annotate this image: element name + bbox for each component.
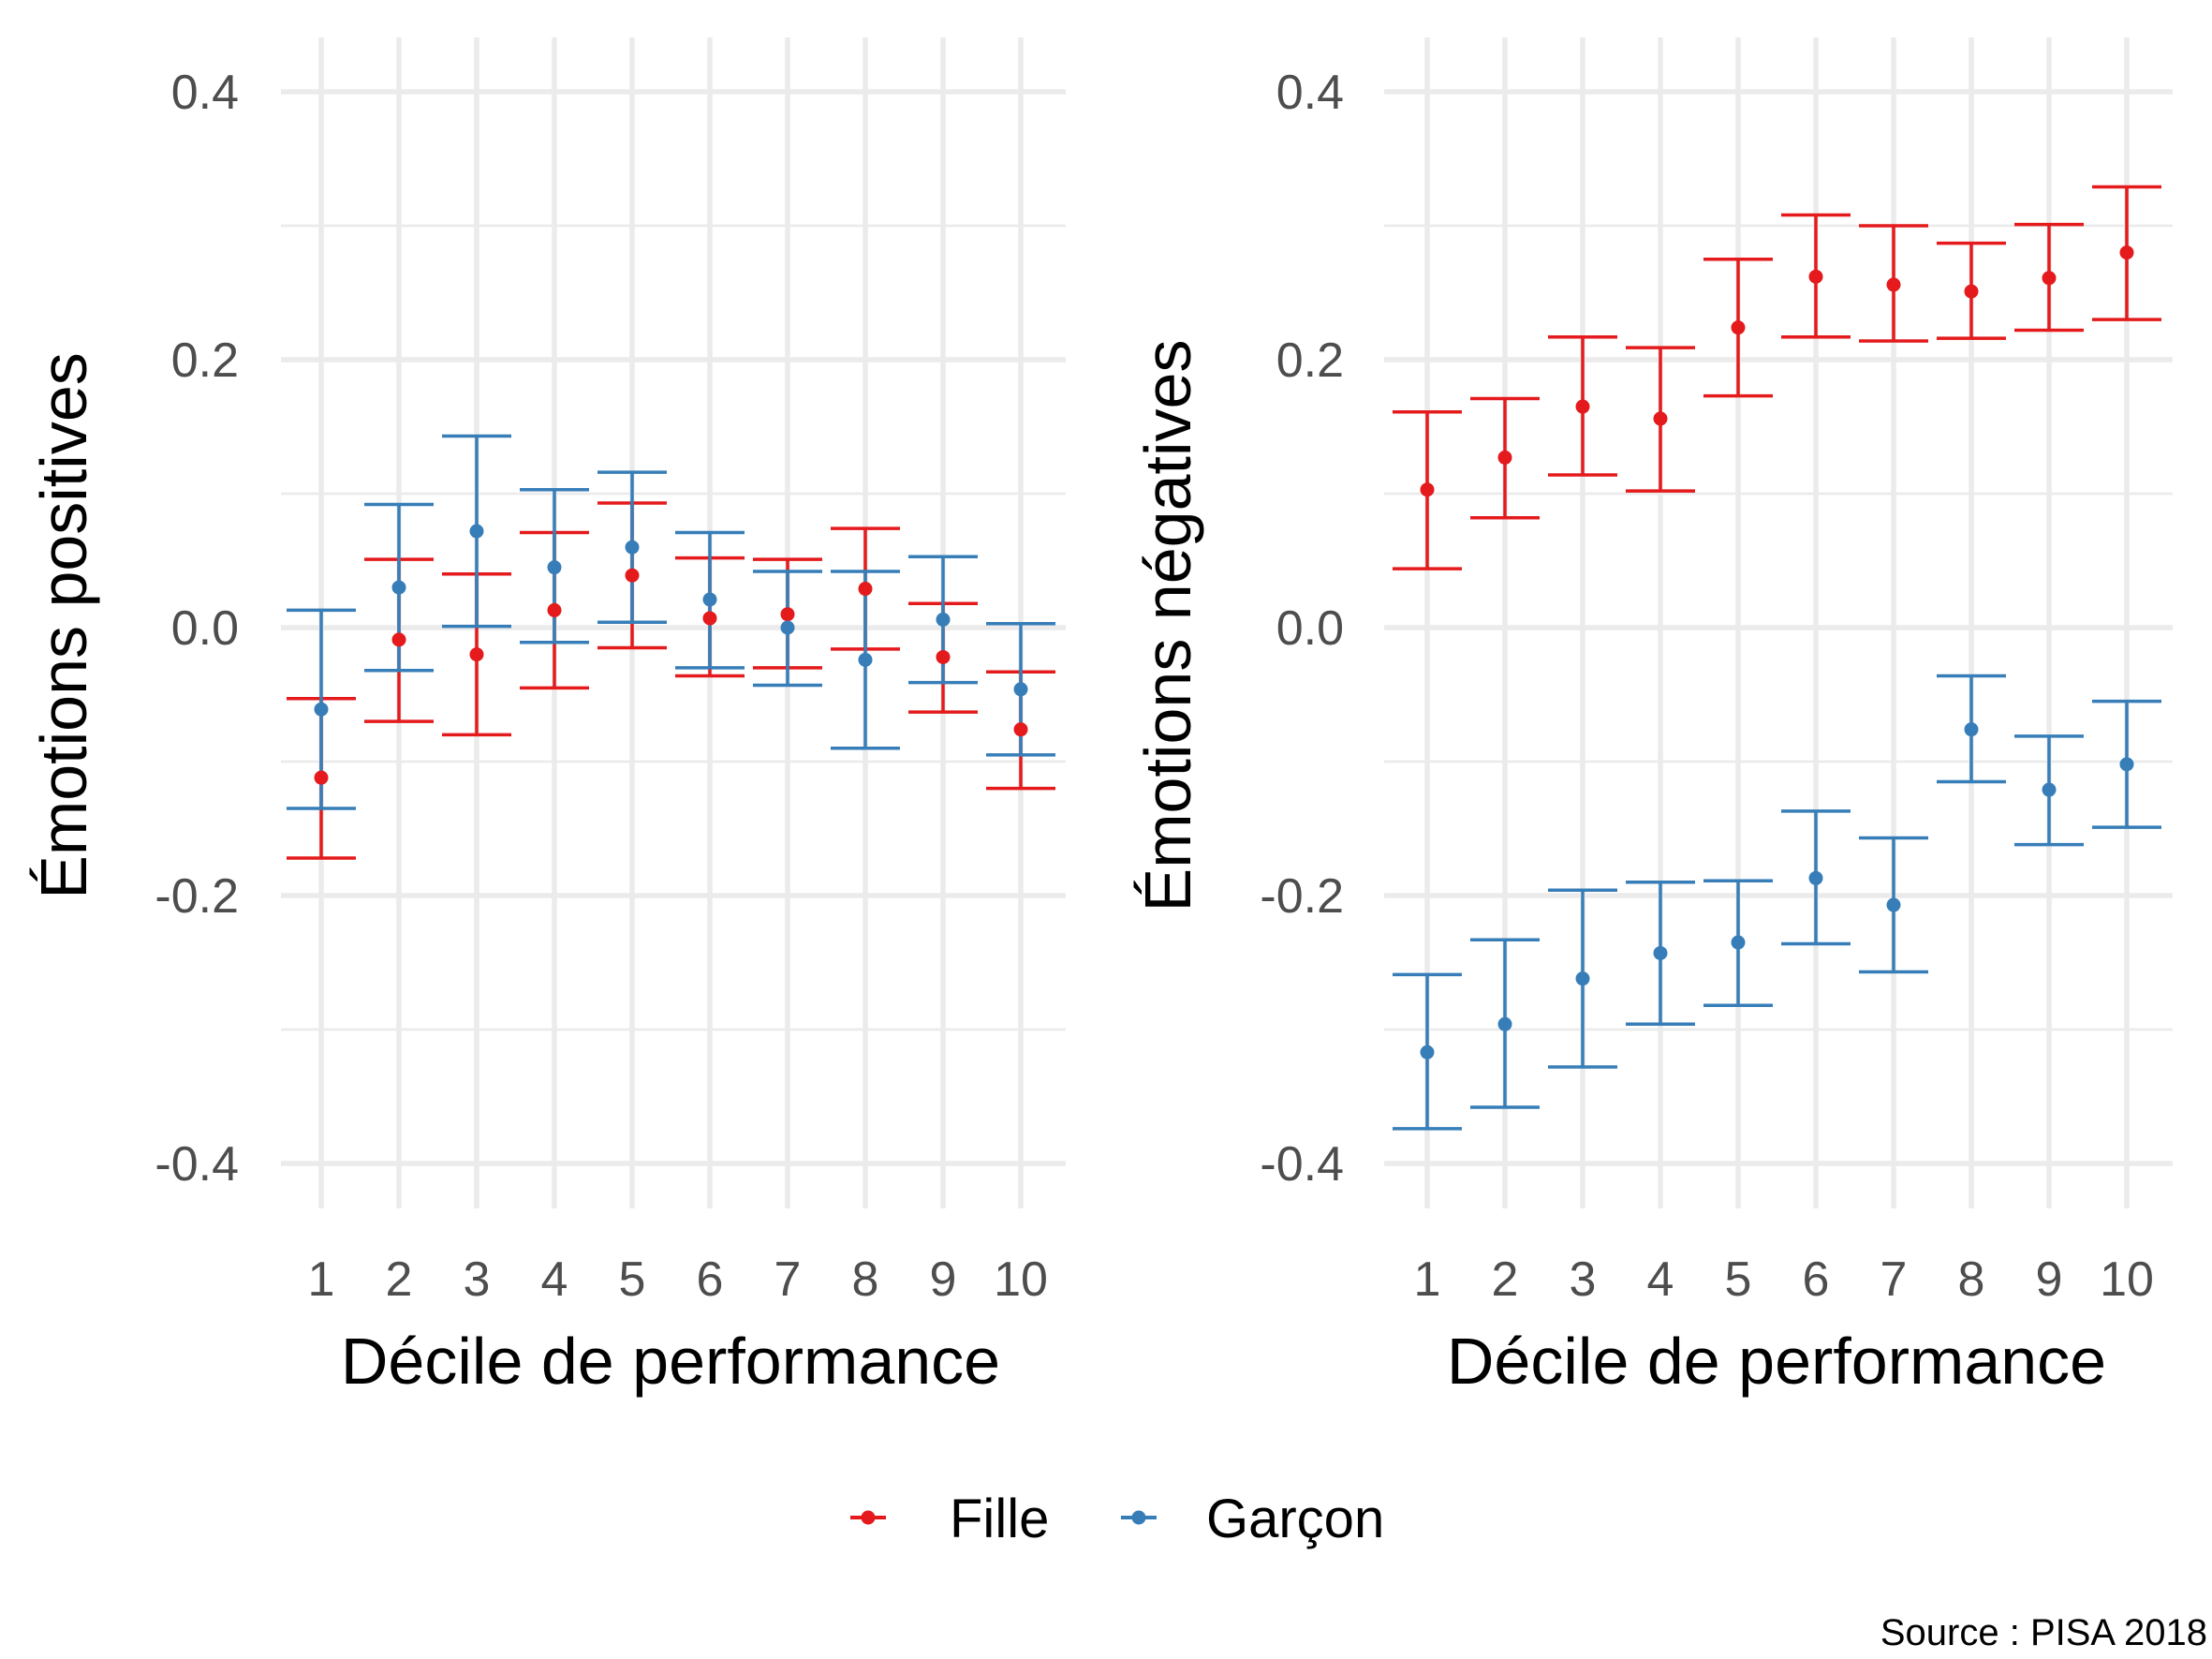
y-axis-title: Émotions positives <box>27 352 100 899</box>
legend-key-point-fille <box>861 1510 876 1525</box>
data-point-fille <box>2042 271 2057 286</box>
x-tick-label: 7 <box>1880 1252 1908 1307</box>
data-point-fille <box>1808 269 1823 284</box>
x-tick-label: 9 <box>930 1252 957 1307</box>
data-point-fille <box>1964 284 1979 299</box>
x-tick-label: 2 <box>1492 1252 1519 1307</box>
data-point-fille <box>1497 450 1512 465</box>
data-point-garcon <box>469 524 484 539</box>
x-axis-title: Décile de performance <box>1447 1325 2106 1398</box>
x-tick-label: 8 <box>852 1252 879 1307</box>
data-point-fille <box>1731 320 1746 335</box>
x-tick-label: 3 <box>1570 1252 1597 1307</box>
data-point-fille <box>625 568 640 583</box>
data-point-garcon <box>547 560 562 575</box>
data-point-garcon <box>391 580 406 595</box>
x-tick-label: 6 <box>697 1252 724 1307</box>
data-point-fille <box>391 632 406 647</box>
y-tick-label: 0.0 <box>1276 601 1344 656</box>
data-point-garcon <box>1420 1044 1435 1059</box>
legend: Fille Garçon <box>850 1489 1384 1549</box>
x-tick-label: 1 <box>1414 1252 1441 1307</box>
x-tick-label: 2 <box>386 1252 413 1307</box>
y-tick-label: 0.4 <box>171 66 239 120</box>
source-caption: Source : PISA 2018 <box>1880 1612 2207 1653</box>
data-point-garcon <box>1653 945 1668 960</box>
data-point-fille <box>2119 245 2134 260</box>
y-axis-title: Émotions négatives <box>1131 340 1204 912</box>
y-tick-label: 0.2 <box>1276 333 1344 388</box>
legend-label-fille: Fille <box>950 1489 1049 1549</box>
data-point-garcon <box>1575 971 1590 986</box>
x-tick-label: 3 <box>464 1252 491 1307</box>
x-tick-label: 5 <box>1725 1252 1752 1307</box>
legend-label-garcon: Garçon <box>1206 1489 1384 1549</box>
x-tick-label: 8 <box>1958 1252 1985 1307</box>
y-tick-label: -0.4 <box>1260 1137 1344 1192</box>
data-point-garcon <box>1013 682 1028 697</box>
x-tick-label: 1 <box>308 1252 335 1307</box>
x-tick-label: 6 <box>1803 1252 1830 1307</box>
data-point-fille <box>1886 277 1901 292</box>
data-point-garcon <box>858 652 873 667</box>
data-point-garcon <box>1497 1016 1512 1031</box>
data-point-fille <box>1653 411 1668 426</box>
data-point-fille <box>1575 399 1590 414</box>
data-point-fille <box>314 770 329 785</box>
data-point-garcon <box>780 620 795 635</box>
y-tick-label: 0.4 <box>1276 66 1344 120</box>
y-tick-label: 0.2 <box>171 333 239 388</box>
data-point-garcon <box>1731 935 1746 950</box>
data-point-fille <box>702 611 717 626</box>
panel-negative-emotions: -0.4 -0.2 0.0 0.2 0.4 1 2 3 4 5 6 7 8 9 10 Décile de pe… <box>1131 37 2173 1398</box>
data-point-fille <box>780 607 795 622</box>
y-tick-label: -0.4 <box>155 1137 239 1192</box>
data-point-garcon <box>1886 897 1901 912</box>
panel-positive-emotions: -0.4 -0.2 0.0 0.2 0.4 1 2 3 4 5 6 7 8 9 10 Décile de pe… <box>27 37 1066 1398</box>
data-point-garcon <box>2119 757 2134 772</box>
data-point-garcon <box>936 612 951 627</box>
data-point-fille <box>858 582 873 597</box>
x-tick-label: 4 <box>541 1252 568 1307</box>
data-point-garcon <box>1964 722 1979 737</box>
x-tick-label: 4 <box>1647 1252 1674 1307</box>
x-tick-label: 9 <box>2036 1252 2063 1307</box>
x-tick-label: 5 <box>619 1252 646 1307</box>
y-tick-label: -0.2 <box>1260 869 1344 924</box>
x-tick-label: 10 <box>2100 1252 2154 1307</box>
data-point-garcon <box>2042 782 2057 797</box>
data-point-garcon <box>314 702 329 717</box>
x-tick-label: 10 <box>994 1252 1048 1307</box>
data-point-fille <box>936 649 951 664</box>
data-point-fille <box>1013 722 1028 737</box>
data-point-fille <box>469 647 484 662</box>
y-tick-label: -0.2 <box>155 869 239 924</box>
data-point-garcon <box>625 540 640 555</box>
data-point-fille <box>547 602 562 617</box>
legend-key-point-garcon <box>1131 1510 1146 1525</box>
data-point-garcon <box>1808 870 1823 885</box>
x-tick-label: 7 <box>774 1252 802 1307</box>
x-axis-title: Décile de performance <box>341 1325 1000 1398</box>
data-point-fille <box>1420 482 1435 497</box>
y-tick-label: 0.0 <box>171 601 239 656</box>
data-point-garcon <box>702 592 717 607</box>
